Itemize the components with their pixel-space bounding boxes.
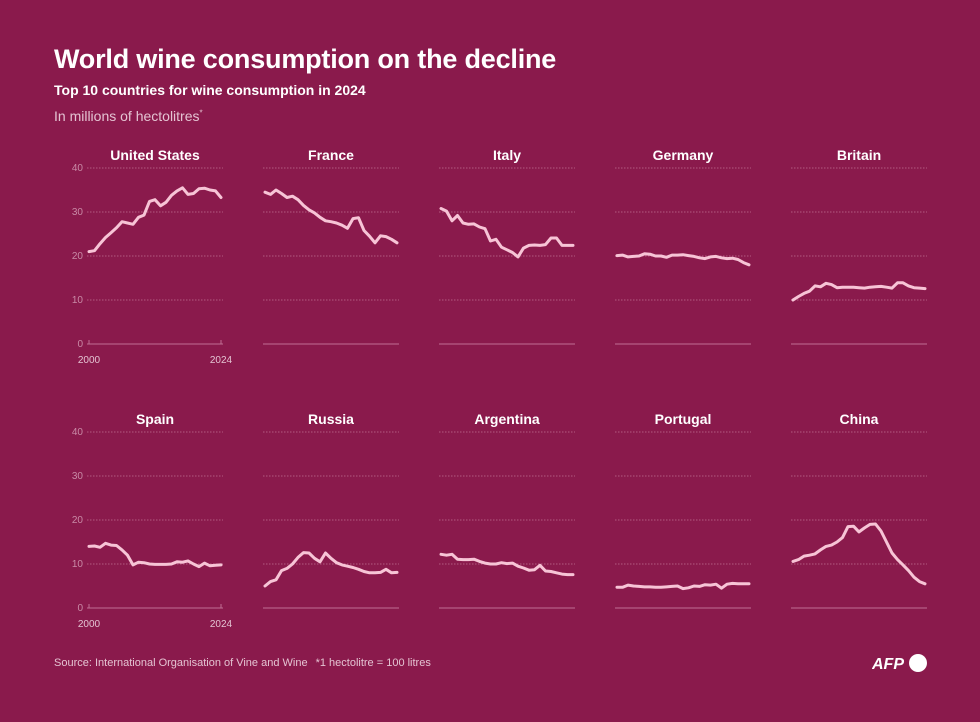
panel-title: Portugal: [655, 411, 712, 427]
series-line: [87, 541, 223, 569]
y-tick-label: 30: [72, 207, 84, 218]
panel-title: Russia: [308, 411, 354, 427]
svg-text:AFP: AFP: [872, 656, 904, 673]
series-line: [263, 188, 399, 245]
series-line: [439, 207, 575, 259]
panel-russia: Russia: [263, 411, 399, 609]
panel-united-states: United States 0 10 20 30 40 2000 2024: [72, 147, 233, 366]
panel-germany: Germany: [615, 147, 751, 345]
panel-portugal: Portugal: [615, 411, 751, 609]
panel-title: China: [840, 411, 879, 427]
y-tick-label: 0: [77, 603, 83, 614]
panel-title: Spain: [136, 411, 174, 427]
panel-title: Britain: [837, 147, 881, 163]
panel-title: Italy: [493, 147, 521, 163]
series-line: [615, 581, 751, 591]
unit-footnote-marker: *: [199, 108, 203, 118]
series-line: [615, 252, 751, 267]
series-line: [791, 281, 927, 302]
panel-italy: Italy: [439, 147, 575, 345]
page-title: World wine consumption on the decline: [54, 44, 557, 74]
footer: Source: International Organisation of Vi…: [54, 657, 431, 669]
y-tick-label: 30: [72, 471, 84, 482]
source-text: Source: International Organisation of Vi…: [54, 657, 308, 669]
page-subtitle: Top 10 countries for wine consumption in…: [54, 82, 366, 98]
unit-text: In millions of hectolitres: [54, 108, 200, 124]
series-line: [263, 551, 399, 588]
y-tick-label: 40: [72, 427, 84, 438]
x-tick-label: 2024: [210, 355, 233, 366]
y-tick-label: 10: [72, 295, 84, 306]
footnote-text: *1 hectolitre = 100 litres: [315, 657, 431, 669]
series-line: [439, 552, 575, 577]
y-tick-label: 0: [77, 339, 83, 350]
panel-spain: Spain 0 10 20 30 40 2000 2024: [72, 411, 233, 630]
panel-argentina: Argentina: [439, 411, 575, 609]
x-tick-label: 2000: [78, 619, 101, 630]
afp-logo: AFP: [872, 654, 927, 673]
x-tick-label: 2024: [210, 619, 233, 630]
panel-britain: Britain: [791, 147, 927, 345]
series-line: [791, 522, 927, 586]
series-line: [87, 186, 223, 254]
panel-title: Germany: [653, 147, 714, 163]
panel-china: China: [791, 411, 927, 609]
unit-label: In millions of hectolitres*: [54, 108, 203, 124]
y-tick-label: 10: [72, 559, 84, 570]
x-tick-label: 2000: [78, 355, 101, 366]
y-tick-label: 40: [72, 163, 84, 174]
y-tick-label: 20: [72, 251, 84, 262]
panel-title: United States: [110, 147, 200, 163]
y-tick-label: 20: [72, 515, 84, 526]
panel-title: France: [308, 147, 354, 163]
panel-title: Argentina: [474, 411, 540, 427]
panel-france: France: [263, 147, 399, 345]
